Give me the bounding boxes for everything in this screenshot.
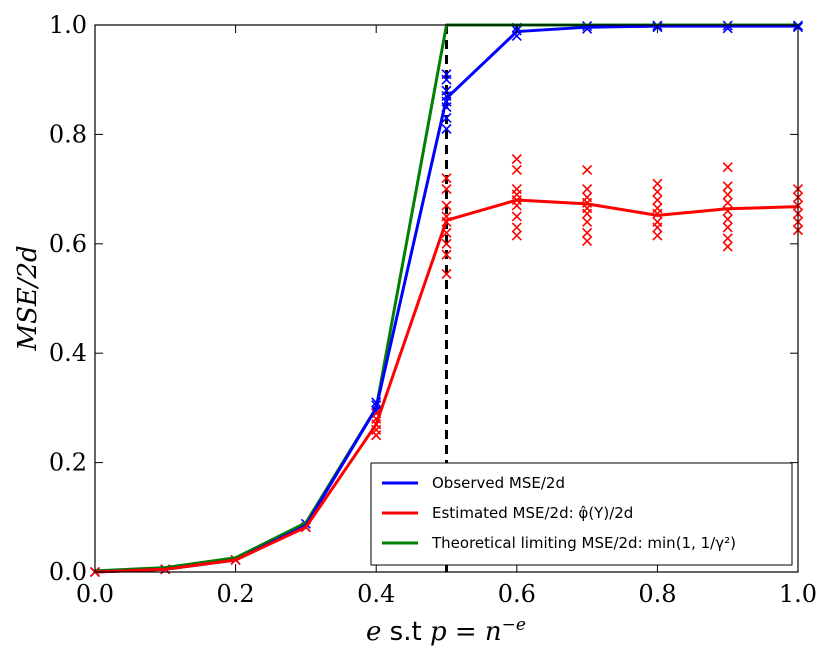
y-tick-label: 0.6 — [49, 230, 87, 258]
data-point-marker — [722, 197, 733, 208]
data-point-marker — [722, 233, 733, 244]
data-point-marker — [582, 164, 593, 176]
data-point-marker — [652, 203, 663, 214]
data-point-marker — [652, 216, 663, 227]
data-point-marker — [441, 173, 452, 184]
x-tick-label: 0.8 — [638, 580, 676, 608]
data-point-marker — [582, 192, 593, 203]
data-point-marker — [511, 222, 522, 233]
x-tick-label: 0.2 — [217, 580, 255, 608]
x-axis-label: e s.t p = n−e — [366, 615, 526, 647]
data-point-marker — [441, 238, 452, 249]
x-tick-label: 0.0 — [76, 580, 114, 608]
legend-label-1: Estimated MSE/2d: φ̂(Y)/2d — [432, 504, 633, 522]
legend: Observed MSE/2d Estimated MSE/2d: φ̂(Y)/2… — [370, 462, 793, 566]
data-point-marker — [511, 184, 522, 195]
data-point-marker — [722, 222, 733, 233]
data-point-marker — [441, 123, 452, 134]
data-point-marker — [511, 230, 522, 241]
x-tick-label: 1.0 — [779, 580, 817, 608]
x-tick-label: 0.6 — [498, 580, 536, 608]
data-point-marker — [441, 268, 452, 279]
y-tick-label: 0.4 — [49, 339, 87, 367]
data-point-marker — [441, 69, 452, 80]
data-point-marker — [441, 184, 452, 195]
data-point-marker — [722, 162, 733, 173]
legend-label-0: Observed MSE/2d — [432, 474, 565, 492]
legend-label-2: Theoretical limiting MSE/2d: min(1, 1/γ²… — [431, 534, 736, 552]
data-point-marker — [722, 214, 733, 225]
x-tick-label: 0.4 — [357, 580, 395, 608]
data-point-marker — [722, 181, 733, 192]
ticks-layer: 0.0 0.2 0.4 0.6 0.8 1.0 0.0 0.2 0.4 0.6 0.8 1.0 — [49, 11, 817, 608]
data-point-marker — [652, 178, 663, 189]
series-1-line — [94, 198, 799, 574]
data-point-marker — [652, 194, 663, 206]
data-point-marker — [582, 235, 593, 247]
data-point-marker — [652, 230, 663, 241]
data-point-marker — [722, 241, 733, 252]
data-point-marker — [582, 227, 593, 238]
legend-box — [370, 462, 793, 566]
y-tick-label: 0.2 — [49, 449, 87, 477]
y-tick-label: 1.0 — [49, 11, 87, 39]
data-point-marker — [582, 216, 593, 227]
plot-frame — [94, 24, 799, 573]
y-axis-label: MSE/2d — [13, 245, 43, 351]
data-point-marker — [582, 184, 593, 195]
data-point-marker — [652, 186, 663, 197]
data-point-marker — [722, 189, 733, 200]
data-point-marker — [441, 200, 452, 211]
data-point-marker — [511, 164, 522, 176]
y-tick-label: 0.0 — [49, 558, 87, 586]
y-tick-label: 0.8 — [49, 120, 87, 148]
data-point-marker — [441, 249, 452, 260]
data-point-marker — [511, 153, 522, 165]
data-point-marker — [511, 211, 522, 222]
